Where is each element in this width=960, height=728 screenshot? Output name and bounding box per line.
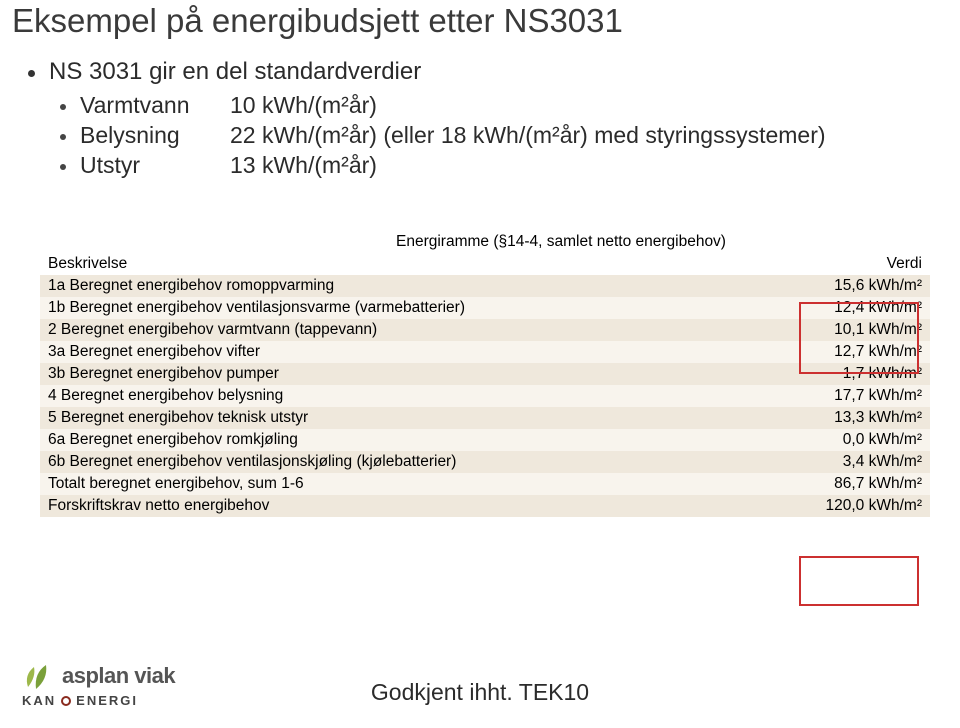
table-cell-desc: 3a Beregnet energibehov vifter [40, 341, 752, 363]
table-row: 5 Beregnet energibehov teknisk utstyr13,… [40, 407, 930, 429]
asplan-viak-text: asplan viak [62, 663, 175, 689]
table-row: 4 Beregnet energibehov belysning17,7 kWh… [40, 385, 930, 407]
bullet-dot-icon [60, 164, 66, 170]
table-row: 6a Beregnet energibehov romkjøling0,0 kW… [40, 429, 930, 451]
bullet-dot-icon [28, 70, 35, 77]
table-row: 1b Beregnet energibehov ventilasjonsvarm… [40, 297, 930, 319]
bullet-main: NS 3031 gir en del standardverdier [28, 58, 960, 86]
asplan-viak-logo: asplan viak [22, 661, 175, 691]
bullet-dot-icon [60, 134, 66, 140]
table-cell-value: 13,3 kWh/m² [752, 407, 930, 429]
leaf-icon [22, 661, 56, 691]
table-header-row: Beskrivelse Verdi [40, 253, 930, 275]
table-header-row: Energiramme (§14-4, samlet netto energib… [40, 231, 930, 253]
table-cell-value: 120,0 kWh/m² [752, 495, 930, 517]
table-cell-value: 15,6 kWh/m² [752, 275, 930, 297]
table-header-center: Energiramme (§14-4, samlet netto energib… [40, 231, 930, 253]
table-cell-desc: 2 Beregnet energibehov varmtvann (tappev… [40, 319, 752, 341]
bullet-value: 10 kWh/(m²år) [230, 92, 377, 119]
table-row: 1a Beregnet energibehov romoppvarming15,… [40, 275, 930, 297]
list-item: Belysning 22 kWh/(m²år) (eller 18 kWh/(m… [28, 122, 960, 149]
table-row: 6b Beregnet energibehov ventilasjonskjøl… [40, 451, 930, 473]
table-cell-desc: 6b Beregnet energibehov ventilasjonskjøl… [40, 451, 752, 473]
table-cell-desc: 4 Beregnet energibehov belysning [40, 385, 752, 407]
table-cell-value: 86,7 kWh/m² [752, 473, 930, 495]
table-cell-value: 17,7 kWh/m² [752, 385, 930, 407]
kanenergi-prefix: KAN [22, 693, 56, 708]
highlight-box [799, 302, 919, 374]
table-row: 3a Beregnet energibehov vifter12,7 kWh/m… [40, 341, 930, 363]
energy-table: Energiramme (§14-4, samlet netto energib… [40, 209, 930, 517]
table-cell-value: 3,4 kWh/m² [752, 451, 930, 473]
table-cell-desc: 1a Beregnet energibehov romoppvarming [40, 275, 752, 297]
table-cell-value: 0,0 kWh/m² [752, 429, 930, 451]
table-cell-desc: Totalt beregnet energibehov, sum 1-6 [40, 473, 752, 495]
list-item: Utstyr 13 kWh/(m²år) [28, 152, 960, 179]
kanenergi-suffix: ENERGI [76, 693, 138, 708]
swirl-icon [60, 695, 72, 707]
table-row: Totalt beregnet energibehov, sum 1-686,7… [40, 473, 930, 495]
bullet-label: Belysning [80, 122, 230, 149]
table-row: 2 Beregnet energibehov varmtvann (tappev… [40, 319, 930, 341]
table-cell-desc: Forskriftskrav netto energibehov [40, 495, 752, 517]
table-row: 3b Beregnet energibehov pumper1,7 kWh/m² [40, 363, 930, 385]
table-cell-desc: 3b Beregnet energibehov pumper [40, 363, 752, 385]
logo-block: asplan viak KAN ENERGI [22, 661, 175, 708]
table-header-left: Beskrivelse [40, 253, 752, 275]
bullet-label: Varmtvann [80, 92, 230, 119]
table-row: Forskriftskrav netto energibehov120,0 kW… [40, 495, 930, 517]
table-cell-desc: 6a Beregnet energibehov romkjøling [40, 429, 752, 451]
bullet-dot-icon [60, 104, 66, 110]
kanenergi-logo: KAN ENERGI [22, 693, 175, 708]
bullet-list: NS 3031 gir en del standardverdier Varmt… [0, 40, 960, 179]
table-cell-desc: 5 Beregnet energibehov teknisk utstyr [40, 407, 752, 429]
highlight-box [799, 556, 919, 606]
bullet-value: 13 kWh/(m²år) [230, 152, 377, 179]
bullet-main-text: NS 3031 gir en del standardverdier [49, 58, 421, 86]
bullet-value: 22 kWh/(m²år) (eller 18 kWh/(m²år) med s… [230, 122, 826, 149]
table-cell-desc: 1b Beregnet energibehov ventilasjonsvarm… [40, 297, 752, 319]
bullet-label: Utstyr [80, 152, 230, 179]
page-title: Eksempel på energibudsjett etter NS3031 [0, 0, 960, 40]
list-item: Varmtvann 10 kWh/(m²år) [28, 92, 960, 119]
table-header-right: Verdi [752, 253, 930, 275]
